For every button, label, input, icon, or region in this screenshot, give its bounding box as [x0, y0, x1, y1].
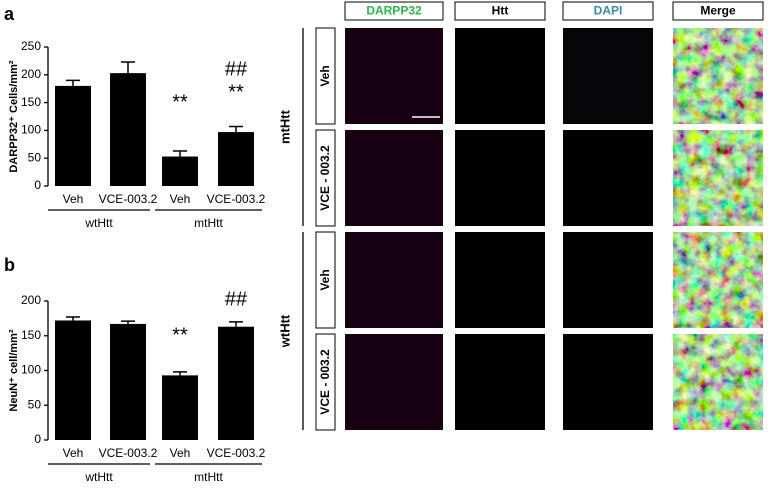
- group-label: mtHtt: [194, 216, 223, 230]
- x-tick-label: Veh: [170, 192, 191, 206]
- y-axis-label: NeuN⁺ cell/mm²: [8, 329, 20, 412]
- column-header-box: [454, 1, 546, 21]
- panel-label: a: [4, 4, 15, 24]
- y-tick-label: 200: [21, 67, 41, 81]
- micrograph: [673, 334, 763, 430]
- micrograph: [563, 334, 653, 430]
- bar: [110, 73, 146, 186]
- x-tick-label: VCE-003.2: [207, 192, 266, 206]
- y-tick-label: 200: [21, 293, 41, 307]
- y-tick-label: 250: [21, 39, 41, 53]
- micrograph: [455, 232, 545, 328]
- micrograph: [673, 28, 763, 124]
- significance-vs-veh: ##: [225, 288, 248, 310]
- micrograph: [673, 232, 763, 328]
- micrograph: [455, 28, 545, 124]
- column-header: DARPP32: [366, 4, 422, 18]
- x-tick-label: VCE-003.2: [99, 192, 158, 206]
- y-tick-label: 100: [21, 363, 41, 377]
- column-header-box: [344, 1, 444, 21]
- group-label: mtHtt: [194, 470, 223, 484]
- row-label-box: [315, 129, 336, 227]
- bar: [55, 320, 91, 440]
- row-group-label: mtHtt: [277, 109, 292, 144]
- x-tick-label: Veh: [170, 446, 191, 460]
- significance: **: [172, 324, 188, 346]
- y-tick-label: 50: [28, 150, 42, 164]
- group-label: wtHtt: [84, 470, 113, 484]
- row-label: Veh: [318, 65, 332, 86]
- micrograph: [455, 334, 545, 430]
- row-label: Veh: [318, 269, 332, 290]
- significance: **: [172, 91, 188, 113]
- micrograph: [563, 232, 653, 328]
- micrograph: [345, 232, 443, 328]
- micrograph: [345, 130, 443, 226]
- micrograph: [455, 130, 545, 226]
- y-tick-label: 0: [34, 178, 41, 192]
- y-tick-label: 50: [28, 397, 42, 411]
- bar: [110, 323, 146, 440]
- row-label-box: [315, 231, 336, 329]
- y-tick-label: 100: [21, 123, 41, 137]
- y-tick-label: 150: [21, 328, 41, 342]
- x-tick-label: Veh: [63, 192, 84, 206]
- bar: [218, 132, 254, 186]
- x-tick-label: Veh: [63, 446, 84, 460]
- row-group-label: wtHtt: [277, 314, 292, 348]
- significance: **: [228, 81, 244, 103]
- panel-label: b: [4, 255, 15, 275]
- micrograph: [345, 334, 443, 430]
- column-header: Htt: [492, 4, 509, 18]
- column-header-box: [562, 1, 654, 21]
- bar: [162, 156, 198, 186]
- column-header-box: [672, 1, 764, 21]
- bar: [162, 375, 198, 440]
- group-label: wtHtt: [84, 216, 113, 230]
- row-label-box: [315, 27, 336, 125]
- y-tick-label: 0: [34, 432, 41, 446]
- row-label: VCE - 003.2: [318, 145, 332, 211]
- micrograph-dark: [563, 28, 653, 124]
- micrograph: [345, 28, 443, 124]
- micrograph: [563, 130, 653, 226]
- micrograph: [673, 130, 763, 226]
- x-tick-label: VCE-003.2: [99, 446, 158, 460]
- row-label-box: [315, 333, 336, 431]
- bar: [55, 85, 91, 186]
- bar: [218, 326, 254, 440]
- y-axis-label: DARPP32⁺ Cells/mm²: [8, 60, 20, 173]
- column-header: Merge: [700, 4, 736, 18]
- column-header: DAPI: [594, 4, 623, 18]
- row-label: VCE - 003.2: [318, 349, 332, 415]
- significance-vs-veh: ##: [225, 58, 248, 80]
- y-tick-label: 150: [21, 95, 41, 109]
- x-tick-label: VCE-003.2: [207, 446, 266, 460]
